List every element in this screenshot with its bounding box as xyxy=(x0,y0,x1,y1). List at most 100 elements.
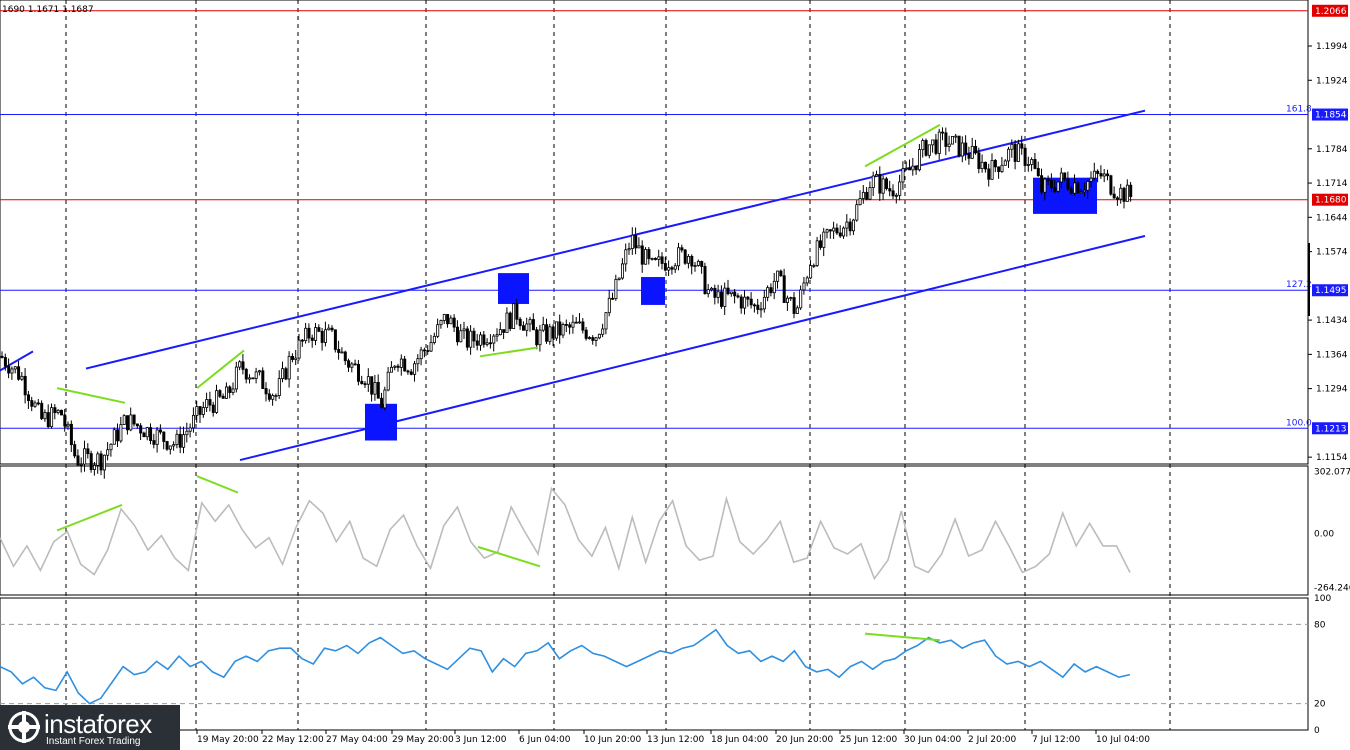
candle-body xyxy=(1017,143,1021,162)
date-tick-label: 7 Jul 12:00 xyxy=(1032,735,1081,745)
candle-body xyxy=(769,287,773,294)
candle-body xyxy=(56,409,60,414)
fib-level-label: 100.0 xyxy=(1286,418,1312,428)
price-frame xyxy=(0,0,1309,465)
candle-body xyxy=(993,160,997,168)
candle-body xyxy=(99,453,103,471)
candle-body xyxy=(281,368,285,380)
candle-body xyxy=(439,320,443,326)
candle-body xyxy=(555,321,559,339)
candle-body xyxy=(706,289,710,295)
candle-body xyxy=(531,319,535,331)
candle-body xyxy=(60,409,64,416)
candle-body xyxy=(1050,180,1054,189)
candle-body xyxy=(819,240,823,248)
candle-body xyxy=(393,365,397,368)
candle-body xyxy=(852,219,856,232)
candle-body xyxy=(274,395,278,397)
candle-body xyxy=(663,263,667,271)
candle-body xyxy=(238,361,242,368)
candle-body xyxy=(403,358,407,372)
candle-body xyxy=(482,334,486,345)
cci-line xyxy=(0,486,1131,581)
candle-body xyxy=(264,388,268,395)
candle-body xyxy=(901,168,905,183)
candle-body xyxy=(584,329,588,339)
candle-body xyxy=(442,314,446,321)
candle-body xyxy=(389,366,393,373)
candle-body xyxy=(696,260,700,266)
candle-body xyxy=(1059,172,1063,183)
date-tick-label: 10 Jul 04:00 xyxy=(1096,735,1150,745)
candle-body xyxy=(997,166,1001,172)
candle-body xyxy=(634,234,638,249)
rsi-line xyxy=(0,628,1131,705)
candle-body xyxy=(934,139,938,154)
candle-body xyxy=(541,324,545,331)
candle-body xyxy=(700,260,704,267)
candle-body xyxy=(343,351,347,362)
candle-body xyxy=(894,194,898,197)
logo-tagline: Instant Forex Trading xyxy=(46,736,141,747)
candle-body xyxy=(1119,187,1123,200)
candle-body xyxy=(835,227,839,234)
candle-body xyxy=(211,404,215,413)
candle-body xyxy=(733,291,737,297)
candle-body xyxy=(373,382,377,395)
candle-body xyxy=(1040,175,1044,193)
candle-body xyxy=(518,318,522,327)
date-tick-label: 10 Jun 20:00 xyxy=(584,735,641,745)
candle-body xyxy=(805,277,809,284)
candle-body xyxy=(142,432,146,438)
candle-body xyxy=(380,397,384,409)
candle-body xyxy=(627,248,631,251)
candle-body xyxy=(126,415,130,431)
candle-body xyxy=(244,368,248,380)
candle-body xyxy=(990,160,994,180)
candle-body xyxy=(772,280,776,294)
candle-body xyxy=(604,312,608,330)
candle-body xyxy=(713,287,717,298)
candle-body xyxy=(178,433,182,448)
candle-body xyxy=(842,227,846,237)
price-level-label: 1.2066 xyxy=(1315,7,1347,17)
candle-body xyxy=(545,324,549,342)
candle-body xyxy=(116,429,120,442)
candle-body xyxy=(106,449,110,456)
candle-body xyxy=(188,427,192,432)
candle-body xyxy=(980,161,984,169)
candle-body xyxy=(746,296,750,300)
price-level-badge xyxy=(1312,422,1348,435)
candle-body xyxy=(941,131,945,134)
candle-body xyxy=(1036,168,1040,177)
candle-body xyxy=(690,256,694,267)
candle-body xyxy=(858,198,862,206)
candle-body xyxy=(502,329,506,333)
candle-body xyxy=(657,256,661,260)
candle-body xyxy=(588,337,592,339)
candle-body xyxy=(1026,164,1030,166)
candle-body xyxy=(786,297,790,303)
candle-body xyxy=(766,287,770,298)
candle-body xyxy=(1079,191,1083,194)
candles xyxy=(0,127,1133,479)
candle-body xyxy=(218,390,222,397)
candle-body xyxy=(693,265,697,267)
candle-body xyxy=(812,265,816,267)
candle-body xyxy=(1046,178,1050,182)
price-level-badge xyxy=(1312,108,1348,121)
candle-body xyxy=(1066,178,1070,190)
candle-body xyxy=(822,231,826,248)
candle-body xyxy=(1033,159,1037,169)
cci-divergence-line xyxy=(477,545,541,568)
candle-body xyxy=(683,249,687,264)
candle-body xyxy=(749,298,753,306)
candle-body xyxy=(703,266,707,295)
candle-body xyxy=(564,324,568,326)
candle-body xyxy=(789,297,793,299)
candle-body xyxy=(974,145,978,154)
candle-body xyxy=(1023,147,1027,166)
candle-body xyxy=(660,256,664,264)
candle-body xyxy=(492,335,496,344)
candle-body xyxy=(677,247,681,267)
